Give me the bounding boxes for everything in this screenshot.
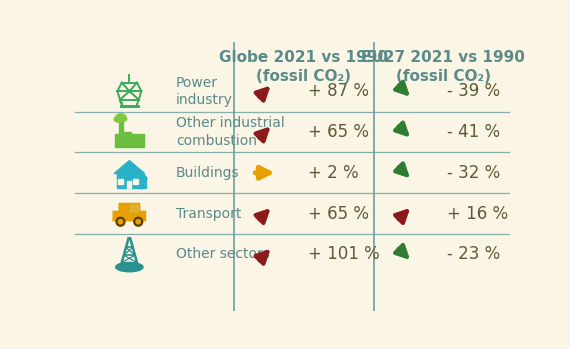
Bar xyxy=(127,181,132,188)
Text: - 39 %: - 39 % xyxy=(447,82,500,100)
Polygon shape xyxy=(115,132,144,147)
Ellipse shape xyxy=(136,220,140,224)
Text: + 101 %: + 101 % xyxy=(308,245,380,263)
FancyBboxPatch shape xyxy=(130,206,139,212)
Ellipse shape xyxy=(121,116,127,121)
FancyBboxPatch shape xyxy=(119,203,140,212)
Bar xyxy=(138,179,146,188)
FancyBboxPatch shape xyxy=(113,211,145,221)
Polygon shape xyxy=(114,161,145,173)
Ellipse shape xyxy=(134,217,142,226)
Text: - 23 %: - 23 % xyxy=(447,245,500,263)
Text: Other sectors: Other sectors xyxy=(176,247,270,261)
Ellipse shape xyxy=(119,220,123,224)
Text: + 87 %: + 87 % xyxy=(308,82,369,100)
Bar xyxy=(119,121,123,134)
Text: Power
industry: Power industry xyxy=(176,75,233,107)
Polygon shape xyxy=(137,172,147,179)
Bar xyxy=(133,179,138,184)
Text: Globe 2021 vs 1990
(fossil CO₂): Globe 2021 vs 1990 (fossil CO₂) xyxy=(219,50,388,84)
Ellipse shape xyxy=(119,263,140,269)
Text: EU27 2021 vs 1990
(fossil CO₂): EU27 2021 vs 1990 (fossil CO₂) xyxy=(361,50,525,84)
Bar xyxy=(117,173,142,188)
Ellipse shape xyxy=(114,117,121,122)
Text: + 16 %: + 16 % xyxy=(447,205,508,223)
Bar xyxy=(119,179,123,184)
Ellipse shape xyxy=(116,217,125,226)
Text: - 32 %: - 32 % xyxy=(447,164,500,182)
Text: + 65 %: + 65 % xyxy=(308,205,369,223)
Text: Buildings: Buildings xyxy=(176,166,239,180)
Ellipse shape xyxy=(116,262,143,272)
Text: Other industrial
combustion: Other industrial combustion xyxy=(176,116,284,148)
Ellipse shape xyxy=(116,114,126,121)
Text: + 65 %: + 65 % xyxy=(308,123,369,141)
Text: Transport: Transport xyxy=(176,207,241,221)
Text: - 41 %: - 41 % xyxy=(447,123,500,141)
Text: + 2 %: + 2 % xyxy=(308,164,359,182)
